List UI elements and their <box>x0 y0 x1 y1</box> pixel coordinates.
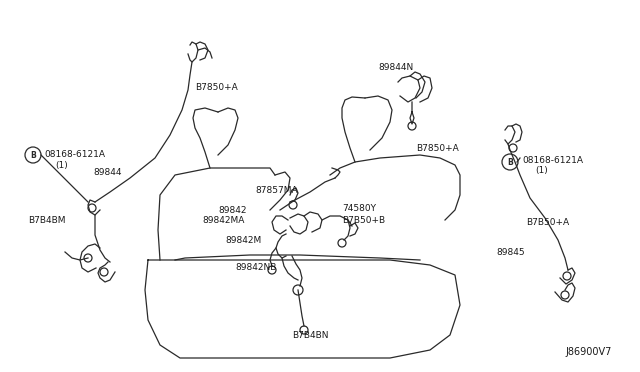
Text: 74580Y: 74580Y <box>342 203 376 212</box>
Text: (1): (1) <box>535 166 548 174</box>
Text: 08168-6121A: 08168-6121A <box>522 155 583 164</box>
Text: B: B <box>30 151 36 160</box>
Text: 89845: 89845 <box>496 247 525 257</box>
Text: B7B50+B: B7B50+B <box>342 215 385 224</box>
Text: (1): (1) <box>55 160 68 170</box>
Text: 89844N: 89844N <box>378 62 413 71</box>
Text: B7850+A: B7850+A <box>416 144 459 153</box>
Text: 89842MA: 89842MA <box>202 215 244 224</box>
Text: B7850+A: B7850+A <box>195 83 237 92</box>
Text: J86900V7: J86900V7 <box>565 347 611 357</box>
Text: B: B <box>507 157 513 167</box>
Text: 87857MA: 87857MA <box>255 186 298 195</box>
Text: 89844: 89844 <box>93 167 122 176</box>
Text: B7B4BN: B7B4BN <box>292 330 328 340</box>
Text: 89842: 89842 <box>218 205 246 215</box>
Text: 89842M: 89842M <box>225 235 261 244</box>
Text: 08168-6121A: 08168-6121A <box>44 150 105 158</box>
Text: B7B4BM: B7B4BM <box>28 215 65 224</box>
Text: 89842NB: 89842NB <box>235 263 276 273</box>
Text: B7B50+A: B7B50+A <box>526 218 569 227</box>
